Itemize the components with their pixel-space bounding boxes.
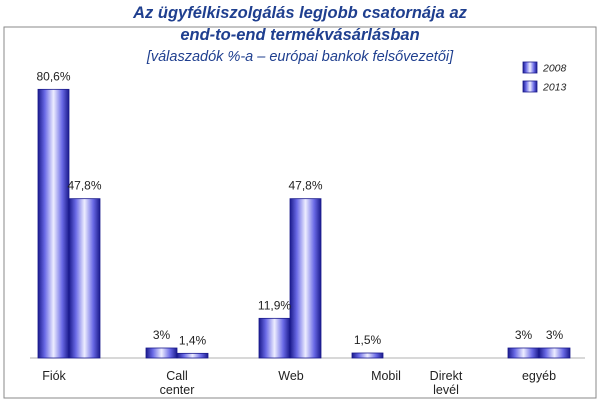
plot-frame: [3, 26, 597, 399]
category-label-4-1: levél: [433, 383, 459, 397]
bar-2008-1: [145, 347, 178, 359]
bar-2013-0: [68, 198, 101, 359]
category-label-5-0: egyéb: [522, 369, 556, 383]
legend-label-2013: 2013: [542, 82, 567, 94]
value-label-2008-3: 1,5%: [354, 333, 382, 347]
value-label-2013-2: 47,8%: [288, 179, 322, 193]
bar-2008-5: [507, 347, 540, 359]
legend-label-2008: 2008: [542, 63, 567, 75]
bars-layer: [37, 88, 571, 359]
category-label-2-0: Web: [278, 369, 304, 383]
bar-2013-2: [289, 198, 322, 359]
value-label-2013-5: 3%: [546, 328, 564, 342]
value-label-2013-0: 47,8%: [67, 179, 101, 193]
legend-swatch-2008: [522, 61, 538, 74]
legend-swatch-2013: [522, 80, 538, 93]
category-label-1-1: center: [160, 383, 195, 397]
value-label-2008-0: 80,6%: [36, 69, 70, 83]
bar-2008-0: [37, 88, 70, 359]
chart-subtitle: [válaszadók %-a – európai bankok felsőve…: [146, 49, 454, 65]
bar-2008-3: [351, 352, 384, 359]
value-label-2008-5: 3%: [515, 328, 533, 342]
bar-2013-5: [538, 347, 571, 359]
bar-2013-1: [176, 352, 209, 359]
value-label-2013-1: 1,4%: [179, 333, 207, 347]
category-label-4-0: Direkt: [430, 369, 463, 383]
category-label-0-0: Fiók: [42, 369, 66, 383]
legend: 2008 2013: [522, 61, 567, 94]
category-label-1-0: Call: [166, 369, 188, 383]
value-labels-layer: 80,6% 3% 11,9% 1,5% 3% 47,8% 1,4% 47,8% 3%: [36, 69, 563, 347]
category-label-3-0: Mobil: [371, 369, 401, 383]
bar-2008-2: [258, 317, 291, 359]
chart-title-line-2: end-to-end termékvásárlásban: [180, 26, 420, 44]
value-label-2008-1: 3%: [153, 328, 171, 342]
chart-title-block: Az ügyfélkiszolgálás legjobb csatornája …: [0, 0, 600, 68]
chart-title-line-1: Az ügyfélkiszolgálás legjobb csatornája …: [133, 4, 467, 22]
value-label-2008-2: 11,9%: [258, 298, 291, 312]
